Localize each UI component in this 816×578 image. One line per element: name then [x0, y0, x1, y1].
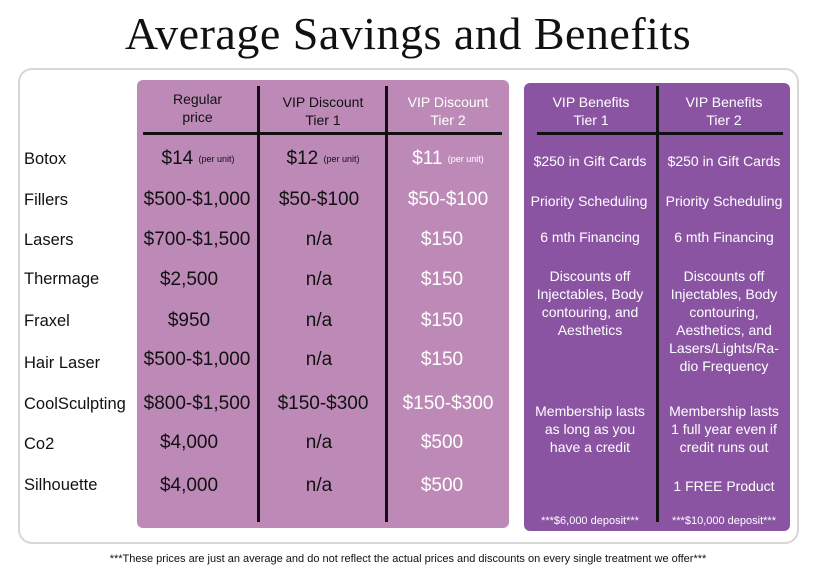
regular-price-cell: $2,500	[159, 269, 219, 290]
price-value: $14	[161, 148, 194, 169]
header-vip-benefits-tier2: VIP Benefits Tier 2	[685, 94, 763, 128]
regular-price-cell: $4,000	[159, 432, 219, 453]
row-label-thermage: Thermage	[24, 270, 100, 288]
pricing-panel	[137, 80, 509, 528]
row-label-fillers: Fillers	[24, 191, 68, 209]
price-value: $11	[412, 148, 443, 169]
vip2-price-cell: $150	[420, 349, 464, 370]
footnote: ***These prices are just an average and …	[109, 553, 707, 565]
tier1-financing: 6 mth Financing	[540, 229, 640, 245]
vip1-price-cell: n/a	[305, 310, 333, 331]
regular-price-cell: $950	[167, 310, 211, 331]
vip1-price-cell: $150-$300	[277, 393, 369, 414]
tier1-membership: Membership lasts as long as you have a c…	[535, 403, 645, 455]
vip2-price-cell: $150	[420, 310, 464, 331]
table-frame	[18, 68, 799, 544]
vip2-price-cell: $50-$100	[407, 189, 489, 210]
vip1-price-cell: n/a	[305, 432, 333, 453]
tier1-discounts: Discounts off Injectables, Body contouri…	[536, 268, 644, 338]
row-label-hair-laser: Hair Laser	[24, 354, 101, 372]
vip2-price-cell: $150	[420, 229, 464, 250]
header-vip-benefits-tier1: VIP Benefits Tier 1	[552, 94, 630, 128]
pricing-divider-2	[385, 86, 388, 522]
vip1-price-botox: $12 (per unit)	[262, 148, 384, 170]
vip1-price-cell: n/a	[305, 229, 333, 250]
page-title: Average Savings and Benefits	[124, 8, 692, 59]
tier2-gift-cards: $250 in Gift Cards	[667, 153, 781, 169]
tier2-membership: Membership lasts 1 full year even if cre…	[669, 403, 779, 455]
regular-price-cell: $500-$1,000	[143, 189, 251, 210]
tier2-deposit: ***$10,000 deposit***	[672, 515, 776, 527]
pricing-header-rule	[143, 132, 502, 135]
vip1-price-cell: $50-$100	[278, 189, 360, 210]
vip2-price-cell: $150-$300	[402, 393, 494, 414]
row-label-co2: Co2	[24, 435, 55, 453]
row-label-fraxel: Fraxel	[24, 312, 70, 330]
vip2-price-cell: $150	[420, 269, 464, 290]
row-label-botox: Botox	[24, 150, 67, 168]
regular-price-botox: $14 (per unit)	[140, 148, 256, 170]
row-label-silhouette: Silhouette	[24, 476, 98, 494]
price-value: $12	[286, 148, 319, 169]
unit-label: (per unit)	[323, 153, 360, 164]
tier1-deposit: ***$6,000 deposit***	[541, 515, 639, 527]
regular-price-cell: $700-$1,500	[143, 229, 251, 250]
tier2-free-product: 1 FREE Product	[673, 478, 775, 494]
tier1-gift-cards: $250 in Gift Cards	[533, 153, 647, 169]
benefits-divider	[656, 86, 659, 522]
tier2-priority-scheduling: Priority Scheduling	[665, 193, 783, 209]
vip1-price-cell: n/a	[305, 475, 333, 496]
unit-label: (per unit)	[198, 153, 235, 164]
benefits-header-rule	[537, 132, 783, 135]
vip1-price-cell: n/a	[305, 269, 333, 290]
regular-price-cell: $500-$1,000	[143, 349, 251, 370]
regular-price-cell: $4,000	[159, 475, 219, 496]
vip2-price-cell: $500	[420, 475, 464, 496]
header-regular-price: Regular price	[172, 91, 223, 125]
unit-label: (per unit)	[447, 153, 484, 164]
row-label-lasers: Lasers	[24, 231, 74, 249]
vip1-price-cell: n/a	[305, 349, 333, 370]
regular-price-cell: $800-$1,500	[143, 393, 251, 414]
vip2-price-botox: $11 (per unit)	[389, 148, 507, 170]
header-vip-discount-tier2: VIP Discount Tier 2	[407, 94, 489, 128]
tier1-priority-scheduling: Priority Scheduling	[530, 193, 648, 209]
header-vip-discount-tier1: VIP Discount Tier 1	[282, 94, 364, 128]
row-label-coolsculpting: CoolSculpting	[24, 395, 126, 413]
tier2-discounts: Discounts off Injectables, Body contouri…	[669, 268, 779, 374]
vip2-price-cell: $500	[420, 432, 464, 453]
tier2-financing: 6 mth Financing	[674, 229, 774, 245]
pricing-divider-1	[257, 86, 260, 522]
